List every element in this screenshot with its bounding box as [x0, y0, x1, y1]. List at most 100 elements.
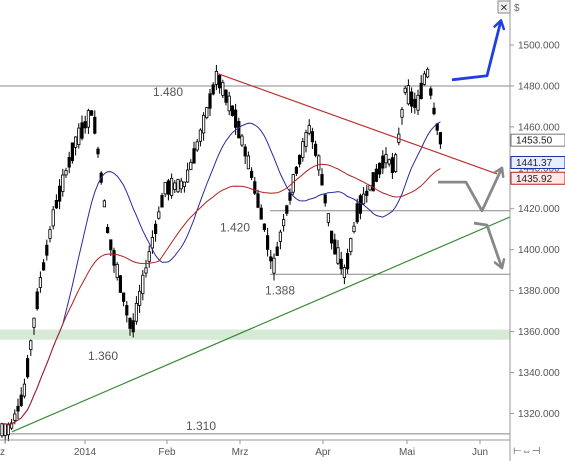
trendline	[217, 73, 498, 175]
arrow-head	[493, 166, 505, 178]
candle-body	[230, 105, 234, 116]
candle-body	[406, 85, 411, 105]
y-tick-label: 1380.000	[518, 286, 560, 297]
candle-body	[128, 317, 132, 329]
y-tick-label: 1360.000	[518, 327, 560, 338]
y-tick-label: 1420.000	[518, 204, 560, 215]
candle-body	[233, 109, 238, 128]
x-tick-label: Feb	[158, 447, 176, 458]
candle-body	[243, 146, 247, 157]
candle-body	[48, 229, 52, 239]
candle-body	[6, 424, 10, 436]
candle-body	[131, 320, 135, 333]
candle-body	[122, 292, 126, 302]
candle-body	[153, 223, 158, 234]
arrow-head	[493, 258, 506, 270]
level-label: 1.388	[265, 284, 295, 298]
level-label-layer: 1.480 1.420 1.388 1.360 1.310	[88, 85, 295, 433]
candle-body	[189, 161, 193, 171]
candle-body	[25, 358, 30, 378]
price-box-label: 1435.92	[516, 174, 553, 185]
close-button[interactable]	[497, 0, 511, 14]
candle-body	[90, 110, 94, 116]
candle-body	[80, 122, 84, 139]
x-tick-label: Jun	[472, 447, 488, 458]
candle-body	[77, 127, 81, 146]
candle-body	[61, 174, 65, 192]
close-icon[interactable]: ✕	[500, 3, 508, 14]
candle-body	[179, 180, 183, 190]
candle-body	[425, 68, 430, 78]
candle-body	[358, 195, 363, 214]
candle-body	[160, 195, 164, 208]
price-box-label: 1441.37	[516, 158, 553, 169]
candle-body	[310, 131, 315, 143]
candle-body	[224, 89, 228, 103]
candle-body	[144, 267, 148, 274]
candle-body	[400, 109, 404, 118]
trendline	[11, 216, 511, 433]
candle-body	[237, 120, 241, 139]
candle-body	[285, 205, 289, 214]
candle-body	[16, 405, 20, 412]
candle-body	[134, 302, 138, 322]
candle-body	[355, 203, 359, 223]
candle-body	[201, 114, 206, 134]
candle-body	[198, 129, 202, 142]
candle-body	[29, 340, 33, 351]
candle-body	[125, 305, 129, 316]
candle-body	[93, 116, 97, 134]
scroll-controls-icon[interactable]: ⊢⇔⊣	[513, 446, 540, 457]
y-tick-label: 1320.000	[518, 409, 560, 420]
price-box-label: 1453.50	[516, 136, 553, 147]
plot-background	[0, 0, 510, 440]
candle-body	[217, 74, 222, 89]
candle-body	[384, 153, 388, 164]
candle-body	[208, 93, 212, 109]
candle-body	[336, 247, 340, 264]
candle-body	[297, 154, 302, 165]
candle-body	[42, 262, 46, 271]
candle-body	[381, 155, 385, 169]
price-box	[510, 171, 565, 185]
y-tick-label: 1340.000	[518, 368, 560, 379]
candle-body	[157, 211, 161, 219]
support-zone-layer	[0, 329, 510, 340]
candle-body	[109, 239, 113, 251]
candle-body	[281, 219, 286, 227]
candle-body	[329, 230, 334, 244]
bullish-arrow	[451, 20, 503, 82]
candle-body	[422, 73, 427, 85]
candle-body	[0, 423, 4, 437]
candle-body	[416, 94, 420, 111]
price-box-layer: 1453.50 1441.37 1435.92	[510, 133, 565, 185]
candle-body	[320, 174, 324, 186]
candle-body	[278, 231, 283, 242]
y-tick-label: 1400.000	[518, 245, 560, 256]
candle-body	[54, 200, 59, 209]
candle-body	[19, 394, 23, 406]
candle-body	[38, 277, 43, 288]
grid-layer	[0, 85, 510, 435]
candle-body	[403, 87, 407, 93]
price-box	[510, 155, 565, 169]
y-tick-label: 1460.000	[518, 122, 560, 133]
candle-body	[349, 238, 353, 252]
candle-body	[166, 180, 170, 195]
candle-body	[205, 107, 209, 118]
candle-body	[211, 84, 215, 95]
candle-body	[74, 136, 78, 148]
scenario-down-arrow	[473, 221, 504, 269]
candle-body	[147, 251, 151, 262]
candle-body	[214, 71, 218, 85]
candle-body	[115, 263, 119, 278]
candle-body	[51, 209, 55, 227]
candle-body	[432, 107, 436, 115]
arrow-head	[493, 19, 506, 31]
candle-body	[259, 207, 263, 220]
x-tick-label: Apr	[315, 447, 331, 458]
arrow-layer	[438, 19, 506, 270]
x-tick-label: Mai	[399, 447, 415, 458]
candle-body	[169, 177, 174, 196]
